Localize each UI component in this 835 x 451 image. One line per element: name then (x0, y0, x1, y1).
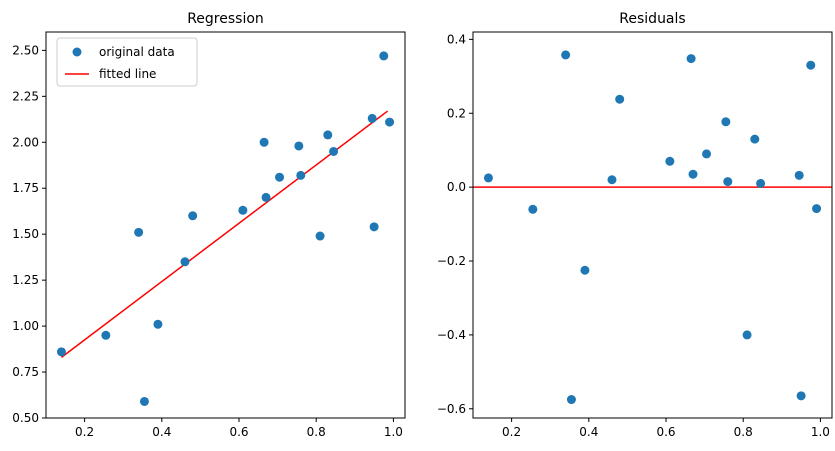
data-point (812, 204, 822, 214)
y-tick-label: 2.25 (12, 89, 39, 103)
y-tick-label: 0.2 (447, 106, 466, 120)
data-point (688, 169, 698, 179)
legend-label: fitted line (99, 67, 156, 81)
y-tick-label: 0.4 (447, 32, 466, 46)
data-point (721, 117, 731, 127)
data-point (323, 130, 333, 140)
x-tick-label: 0.4 (579, 425, 598, 439)
data-point (566, 395, 576, 405)
data-point (296, 170, 306, 180)
legend-box (56, 37, 198, 87)
y-tick-label: −0.4 (437, 328, 466, 342)
y-tick-label: 2.00 (12, 135, 39, 149)
data-point (385, 117, 395, 127)
y-tick-label: 1.50 (12, 227, 39, 241)
data-point (315, 231, 325, 241)
data-point (101, 330, 111, 340)
x-tick-label: 1.0 (384, 425, 403, 439)
regression-chart: Regression 0.2 0.4 0.6 0.8 1.0 0.50 0.75 1.00 1.2… (12, 11, 406, 439)
data-point (153, 319, 163, 329)
fitted-line (60, 110, 389, 358)
data-point (329, 146, 339, 156)
y-tick-label: 1.75 (12, 181, 39, 195)
data-point (756, 178, 766, 188)
y-tick-label: 2.50 (12, 43, 39, 57)
data-point (665, 156, 675, 166)
residuals-chart: Residuals 0.2 0.4 0.6 0.8 1.0 −0.6 −0.4 −0.2 0.0 0… (437, 11, 833, 439)
data-point (367, 113, 377, 123)
x-tick-label: 0.8 (307, 425, 326, 439)
data-point (294, 141, 304, 151)
data-point (188, 211, 198, 221)
data-point (750, 134, 760, 144)
y-tick-label: 1.25 (12, 273, 39, 287)
legend: original data fitted line (56, 37, 198, 87)
data-point (580, 265, 590, 275)
x-tick-label: 0.6 (229, 425, 248, 439)
data-point (139, 396, 149, 406)
data-point (261, 192, 271, 202)
x-tick-label: 0.4 (152, 425, 171, 439)
data-point (561, 50, 571, 60)
data-point (369, 222, 379, 232)
chart-title: Regression (187, 11, 264, 27)
y-tick-label: 0.50 (12, 411, 39, 425)
y-tick-label: −0.2 (437, 254, 466, 268)
x-tick-label: 0.8 (734, 425, 753, 439)
data-point (379, 51, 389, 61)
data-point (742, 330, 752, 340)
y-tick-label: 0.75 (12, 365, 39, 379)
data-point (723, 177, 733, 187)
y-tick-label: −0.6 (437, 402, 466, 416)
axes-frame (472, 31, 833, 419)
y-tick-label: 1.00 (12, 319, 39, 333)
x-tick-label: 1.0 (811, 425, 830, 439)
x-tick-label: 0.2 (75, 425, 94, 439)
data-point (796, 391, 806, 401)
data-point (794, 170, 804, 180)
data-point (607, 175, 617, 185)
data-point (702, 149, 712, 159)
data-point (180, 257, 190, 267)
data-point (528, 204, 538, 214)
data-point (686, 54, 696, 64)
legend-marker (72, 47, 82, 57)
x-tick-label: 0.6 (656, 425, 675, 439)
data-point (806, 60, 816, 70)
data-point (615, 94, 625, 104)
data-point (56, 347, 66, 357)
data-point (275, 172, 285, 182)
legend-label: original data (99, 45, 175, 59)
data-point (238, 205, 248, 215)
data-point (259, 137, 269, 147)
y-tick-label: 0.0 (447, 180, 466, 194)
chart-title: Residuals (619, 11, 685, 27)
x-tick-label: 0.2 (502, 425, 521, 439)
data-point (134, 227, 144, 237)
axes-frame (45, 31, 406, 419)
data-point (483, 173, 493, 183)
